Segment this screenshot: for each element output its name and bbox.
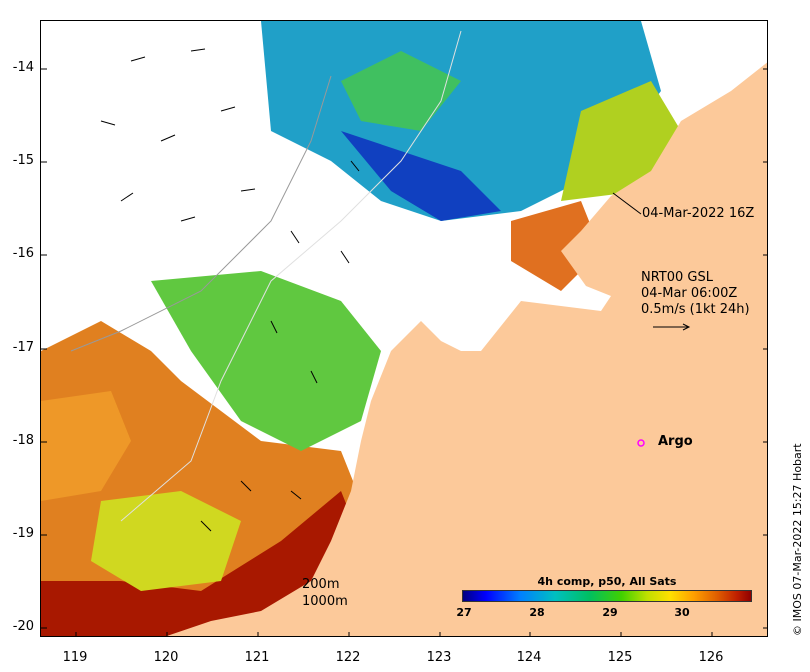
x-tick-label: 122 bbox=[335, 650, 361, 665]
y-tick-label: -14 bbox=[12, 60, 34, 75]
y-tick-label: -18 bbox=[12, 433, 34, 448]
land-mass bbox=[166, 62, 767, 636]
green-sst-region bbox=[151, 271, 381, 451]
x-tick-label: 123 bbox=[426, 650, 452, 665]
sst-map bbox=[41, 21, 767, 636]
orange-sst-region bbox=[41, 391, 131, 501]
x-tick-label: 126 bbox=[698, 650, 724, 665]
x-tick-label: 121 bbox=[244, 650, 270, 665]
yellow-sst-region bbox=[91, 491, 241, 591]
green-north-region bbox=[341, 51, 461, 131]
x-tick-label: 120 bbox=[153, 650, 179, 665]
blue-sst-region bbox=[341, 131, 501, 221]
colorbar-tick: 28 bbox=[529, 606, 545, 619]
y-tick-label: -17 bbox=[12, 340, 34, 355]
x-tick-label: 125 bbox=[607, 650, 633, 665]
depth-contour-200m bbox=[70, 75, 332, 352]
axis-ticks bbox=[41, 68, 767, 636]
map-frame[interactable] bbox=[40, 20, 768, 637]
y-tick-label: -19 bbox=[12, 526, 34, 541]
colorbar-tick: 27 bbox=[456, 606, 472, 619]
current-vectors bbox=[100, 48, 360, 532]
depth-200m-label: 200m bbox=[302, 577, 340, 592]
colorbar bbox=[462, 590, 752, 602]
colorbar-tick: 30 bbox=[674, 606, 690, 619]
x-tick-label: 119 bbox=[62, 650, 88, 665]
current-time-label: 04-Mar 06:00Z bbox=[641, 286, 738, 301]
argo-marker bbox=[637, 439, 645, 447]
x-tick-label: 124 bbox=[516, 650, 542, 665]
y-tick-label: -20 bbox=[12, 619, 34, 634]
credit-label: © IMOS 07-Mar-2022 15:27 Hobart bbox=[791, 443, 804, 636]
current-scale-label: 0.5m/s (1kt 24h) bbox=[641, 302, 750, 317]
y-tick-label: -16 bbox=[12, 246, 34, 261]
y-tick-label: -15 bbox=[12, 153, 34, 168]
sat-track-leader bbox=[612, 192, 642, 215]
argo-label: Argo bbox=[658, 434, 693, 449]
colorbar-tick: 29 bbox=[602, 606, 618, 619]
colorbar-title: 4h comp, p50, All Sats bbox=[537, 575, 677, 588]
depth-1000m-label: 1000m bbox=[302, 594, 348, 609]
satellite-time-label: 04-Mar-2022 16Z bbox=[642, 206, 755, 221]
current-source-label: NRT00 GSL bbox=[641, 270, 713, 285]
depth-contour-1000m bbox=[120, 30, 462, 522]
